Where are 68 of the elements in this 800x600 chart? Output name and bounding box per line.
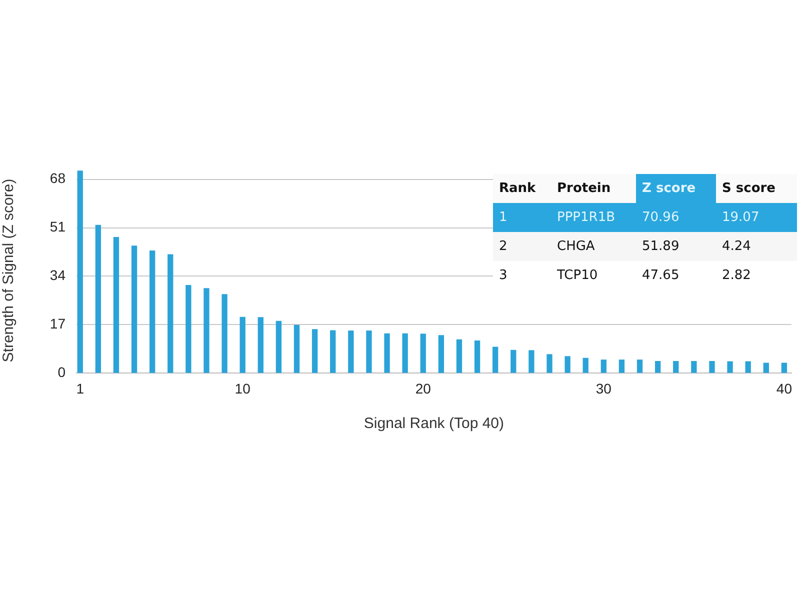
- annotation: 3: [499, 268, 508, 283]
- y-tick-label: 34: [50, 267, 66, 284]
- bar: [402, 333, 408, 373]
- bar: [330, 330, 336, 373]
- x-tick-label: 10: [234, 380, 251, 396]
- annotation: 2: [499, 239, 508, 254]
- annotation: 70.96: [642, 210, 680, 225]
- annotation: 47.65: [642, 268, 680, 283]
- bar: [131, 246, 138, 373]
- bar: [456, 339, 462, 373]
- x-tick-label: 30: [596, 380, 612, 396]
- bar: [95, 224, 101, 373]
- x-axis-title: Signal Rank (Top 40): [364, 415, 504, 432]
- bar: [77, 170, 83, 373]
- bar: [709, 360, 715, 373]
- annotation: 1: [499, 210, 508, 225]
- bar: [258, 317, 264, 373]
- annotation: PPP1R1B: [557, 210, 616, 225]
- x-tick-label: 20: [415, 380, 432, 396]
- bar: [582, 358, 588, 373]
- bar: [781, 362, 788, 373]
- annotation: S score: [722, 181, 776, 196]
- y-tick-label: 51: [50, 218, 66, 235]
- annotation: 19.07: [722, 210, 760, 225]
- annotation: 4.24: [722, 239, 751, 254]
- bar: [276, 320, 282, 373]
- bar: [366, 330, 372, 373]
- bar: [113, 237, 120, 373]
- annotation: 2.82: [722, 268, 751, 283]
- bar: [510, 350, 516, 373]
- x-tick-label: 40: [776, 380, 792, 396]
- bar: [168, 254, 174, 373]
- bar: [186, 284, 192, 373]
- y-tick-label: 68: [50, 170, 66, 186]
- annotation: 51.89: [642, 239, 680, 254]
- bar: [149, 250, 156, 373]
- bar: [546, 354, 552, 373]
- bar: [312, 329, 318, 373]
- bar: [600, 360, 606, 373]
- bar: [294, 324, 300, 373]
- bar: [474, 340, 480, 373]
- x-tick-label: 1: [76, 380, 84, 396]
- bar: [618, 360, 625, 373]
- annotation: Protein: [557, 181, 611, 196]
- y-axis-title: Strength of Signal (Z score): [0, 178, 18, 362]
- bar: [745, 361, 751, 373]
- y-tick-label: 17: [50, 315, 66, 332]
- bar: [763, 362, 769, 373]
- bar: [222, 294, 228, 373]
- bar: [654, 360, 661, 373]
- bar: [438, 335, 444, 373]
- bar: [564, 356, 570, 373]
- bar: [348, 330, 354, 373]
- y-tick-label: 0: [58, 364, 66, 380]
- bar: [636, 360, 643, 373]
- bar: [492, 346, 498, 373]
- bar: [528, 350, 534, 373]
- bar: [204, 288, 210, 373]
- bar: [240, 316, 246, 373]
- bar: [691, 360, 697, 373]
- annotation: CHGA: [557, 239, 595, 254]
- bar: [420, 334, 426, 373]
- bar: [673, 360, 679, 373]
- annotation: Z score: [642, 181, 696, 196]
- annotation: Rank: [499, 181, 536, 196]
- bar: [727, 361, 733, 373]
- annotation: TCP10: [557, 268, 598, 283]
- bar: [384, 333, 390, 373]
